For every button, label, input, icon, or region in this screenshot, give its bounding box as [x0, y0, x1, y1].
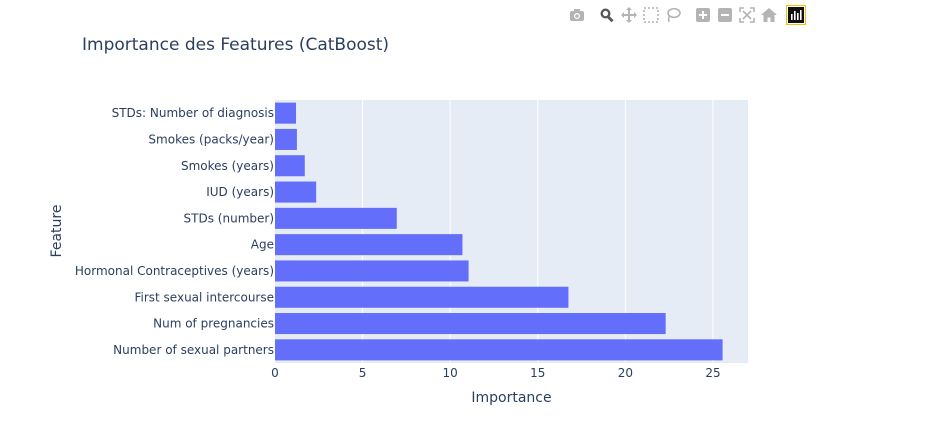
- bar[interactable]: [275, 102, 297, 124]
- pan-icon[interactable]: [618, 4, 640, 26]
- autoscale-icon[interactable]: [736, 4, 758, 26]
- bar[interactable]: [275, 128, 297, 150]
- modebar: [566, 4, 806, 26]
- x-tick-label: 15: [530, 366, 545, 380]
- zoom-icon[interactable]: [596, 4, 618, 26]
- bar[interactable]: [275, 260, 469, 282]
- bar[interactable]: [275, 313, 666, 335]
- y-tick-label: IUD (years): [206, 185, 274, 199]
- y-tick-label: Smokes (years): [181, 159, 274, 173]
- chart-title: Importance des Features (CatBoost): [82, 35, 389, 55]
- zoom-in-icon[interactable]: [692, 4, 714, 26]
- bar[interactable]: [275, 234, 463, 256]
- lasso-icon[interactable]: [662, 4, 684, 26]
- bar[interactable]: [275, 339, 723, 361]
- bars: [275, 102, 723, 361]
- plotly-logo-icon[interactable]: [786, 5, 806, 25]
- y-tick-label: Smokes (packs/year): [148, 132, 274, 146]
- x-tick-label: 10: [443, 366, 458, 380]
- zoom-out-icon[interactable]: [714, 4, 736, 26]
- x-tick-label: 0: [271, 366, 279, 380]
- x-axis-title: Importance: [471, 390, 551, 406]
- bar[interactable]: [275, 207, 397, 229]
- y-tick-labels: STDs: Number of diagnosis Smokes (packs/y…: [75, 106, 274, 357]
- y-tick-label: Num of pregnancies: [153, 317, 274, 331]
- x-tick-labels: 0 5 10 15 20 25: [271, 366, 720, 380]
- reset-axes-icon[interactable]: [758, 4, 780, 26]
- bar[interactable]: [275, 181, 317, 203]
- bar[interactable]: [275, 286, 569, 308]
- y-axis-title: Feature: [49, 205, 65, 258]
- x-tick-label: 5: [359, 366, 367, 380]
- x-tick-label: 20: [618, 366, 633, 380]
- bar[interactable]: [275, 155, 305, 177]
- y-tick-label: Number of sexual partners: [113, 343, 274, 357]
- y-tick-label: First sexual intercourse: [134, 290, 274, 304]
- y-tick-label: Age: [251, 238, 274, 252]
- y-tick-label: STDs: Number of diagnosis: [112, 106, 274, 120]
- x-tick-label: 25: [705, 366, 720, 380]
- y-tick-label: Hormonal Contraceptives (years): [75, 264, 274, 278]
- y-tick-label: STDs (number): [184, 211, 274, 225]
- box-select-icon[interactable]: [640, 4, 662, 26]
- camera-icon[interactable]: [566, 4, 588, 26]
